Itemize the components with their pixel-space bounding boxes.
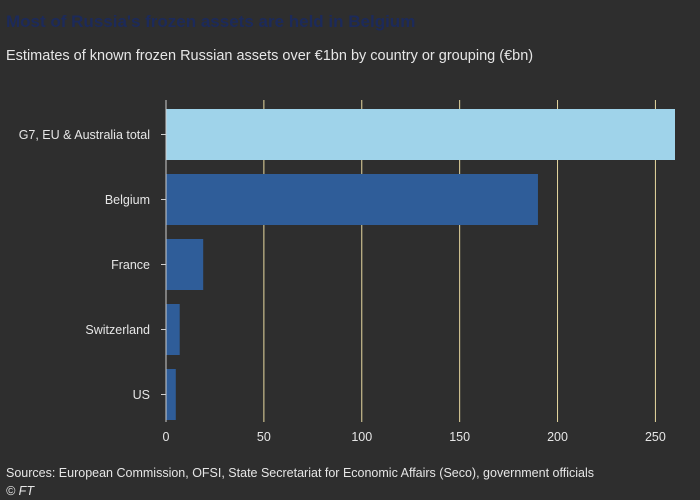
category-label: Belgium <box>105 193 150 207</box>
source-note: Sources: European Commission, OFSI, Stat… <box>6 466 594 480</box>
bar <box>166 369 176 420</box>
bar <box>166 304 180 355</box>
category-label: G7, EU & Australia total <box>19 128 150 142</box>
bar <box>166 239 204 290</box>
chart-subtitle: Estimates of known frozen Russian assets… <box>6 48 534 64</box>
x-tick-label: 250 <box>645 430 666 444</box>
bar <box>166 174 538 225</box>
category-label: US <box>133 388 150 402</box>
category-label: France <box>111 258 150 272</box>
bar <box>166 109 675 160</box>
category-label: Switzerland <box>85 323 150 337</box>
ft-credit: © FT <box>6 484 34 498</box>
x-tick-label: 150 <box>449 430 470 444</box>
x-tick-label: 100 <box>351 430 372 444</box>
chart-title: Most of Russia's frozen assets are held … <box>6 12 416 31</box>
x-tick-label: 0 <box>163 430 170 444</box>
x-tick-label: 200 <box>547 430 568 444</box>
x-tick-label: 50 <box>257 430 271 444</box>
